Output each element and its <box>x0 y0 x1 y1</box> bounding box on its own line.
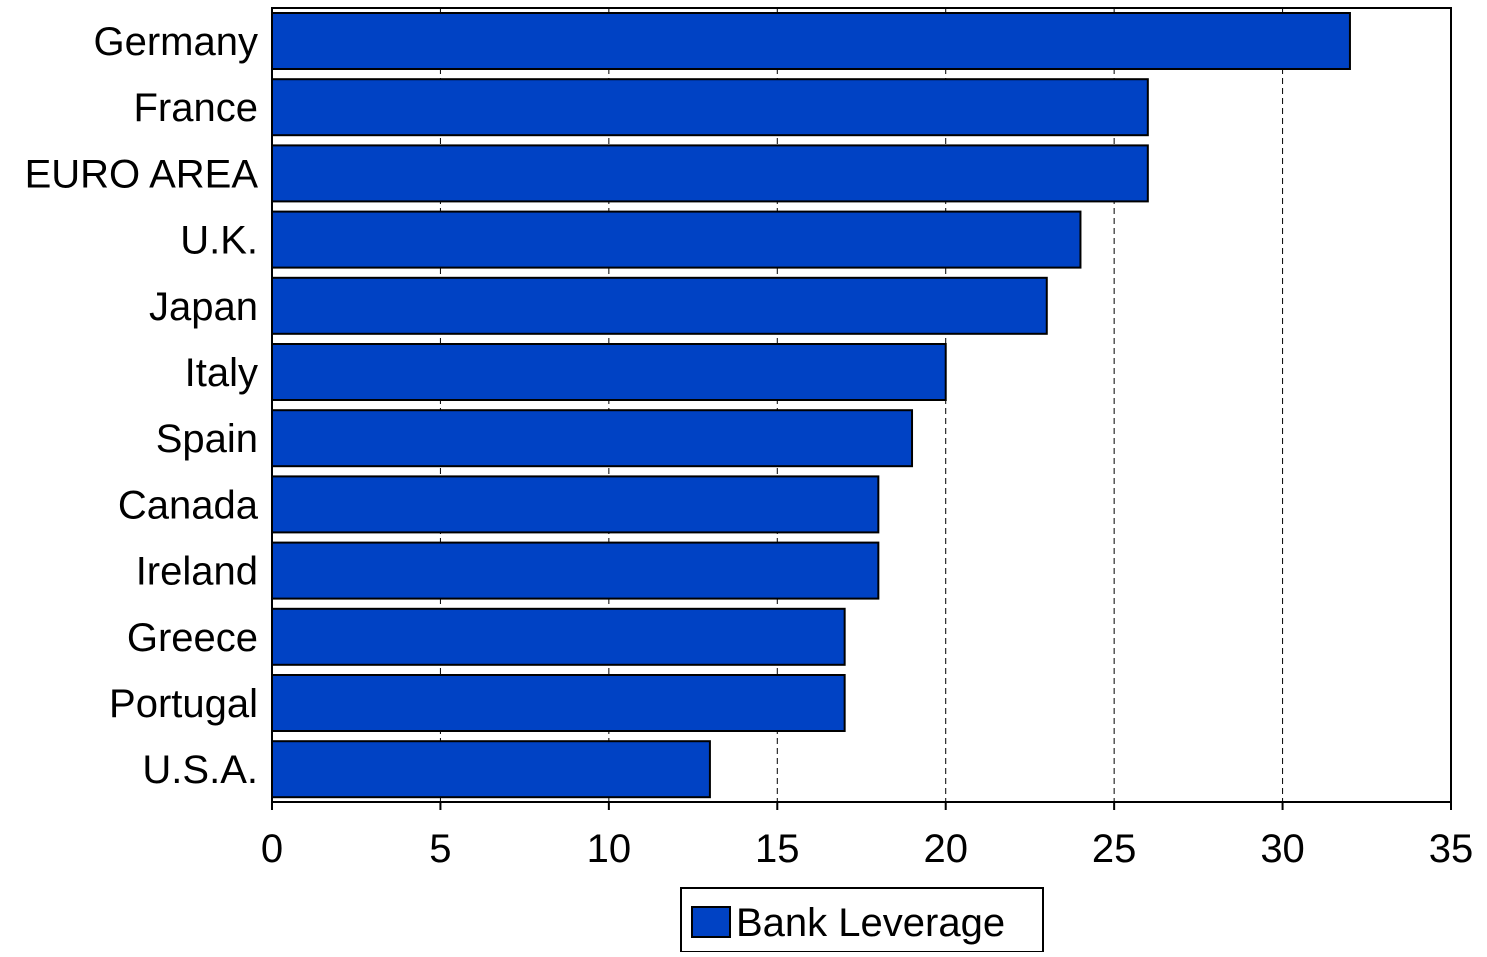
x-tick-label: 0 <box>261 827 283 871</box>
x-tick-label: 15 <box>755 827 800 871</box>
bar-portugal <box>271 674 846 732</box>
legend-label: Bank Leverage <box>736 901 1005 945</box>
legend-swatch <box>691 906 731 938</box>
category-label: Italy <box>185 351 258 395</box>
bar-u-k <box>271 210 1082 269</box>
bar-canada <box>271 475 880 534</box>
bar-greece <box>271 607 846 666</box>
x-tick-label: 10 <box>587 827 632 871</box>
x-tick-label: 25 <box>1092 827 1137 871</box>
bar-euro-area <box>271 144 1149 203</box>
category-label: Spain <box>156 417 258 461</box>
bar-germany <box>271 12 1351 70</box>
category-label: EURO AREA <box>25 152 259 196</box>
category-label: France <box>134 86 259 130</box>
bar-italy <box>271 343 947 401</box>
category-label: U.S.A. <box>142 748 258 792</box>
bar-spain <box>271 409 914 468</box>
x-tick-label: 20 <box>923 827 968 871</box>
bars <box>271 12 1351 799</box>
legend: Bank Leverage <box>680 887 1044 953</box>
category-label: Canada <box>118 483 259 527</box>
bar-france <box>271 78 1149 137</box>
bar-ireland <box>271 541 880 600</box>
category-label: U.K. <box>180 219 258 263</box>
category-label: Germany <box>94 20 259 64</box>
x-tick-label: 5 <box>429 827 451 871</box>
x-tick-label: 35 <box>1429 827 1474 871</box>
category-label: Portugal <box>109 682 258 726</box>
category-label: Ireland <box>136 550 258 594</box>
plot-frame <box>271 7 1452 803</box>
category-labels: Germany France EURO AREA U.K. Japan Italy Spai… <box>25 20 259 792</box>
bar-u-s-a <box>271 740 711 799</box>
category-label: Japan <box>149 285 258 329</box>
x-tick-labels: 0 5 10 15 20 25 30 35 <box>261 827 1473 871</box>
bar-japan <box>271 276 1048 335</box>
category-label: Greece <box>127 616 258 660</box>
grid-lines <box>271 8 1452 810</box>
x-tick-label: 30 <box>1260 827 1305 871</box>
